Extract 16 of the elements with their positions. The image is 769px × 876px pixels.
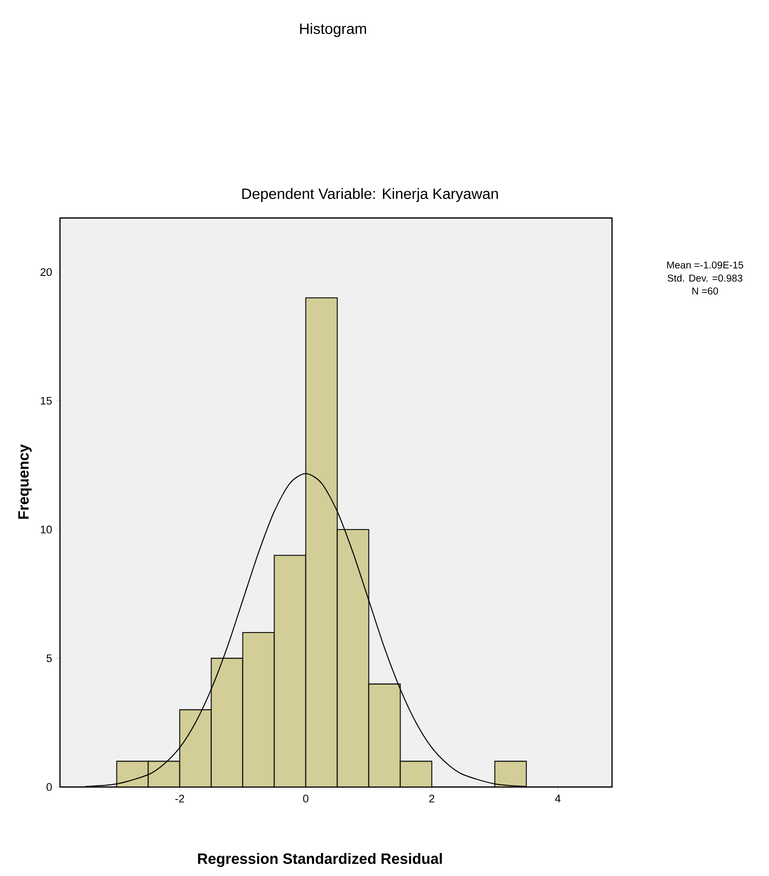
x-axis-title: Regression Standardized Residual: [198, 852, 442, 867]
chart-subtitle: Dependent Variable: Kinerja Karyawan: [242, 188, 498, 202]
chart-title: Histogram: [300, 23, 366, 37]
text: Mean =-1.09E-15: [667, 261, 744, 269]
y-tick-label: 10: [40, 526, 52, 534]
y-tick-label: 15: [40, 396, 52, 405]
y-tick-label: 20: [40, 268, 52, 276]
text: Std. Dev. =0.983: [668, 274, 742, 282]
x-tick-label: 4: [555, 794, 561, 802]
y-tick-label: 5: [46, 654, 52, 662]
x-tick-label: 2: [429, 794, 434, 802]
text: N =60: [692, 287, 718, 295]
y-axis-title: Frequency: [18, 444, 32, 519]
y-tick-label: 0: [46, 783, 52, 791]
x-tick-label: -2: [175, 794, 184, 802]
x-tick-label: 0: [303, 794, 308, 803]
